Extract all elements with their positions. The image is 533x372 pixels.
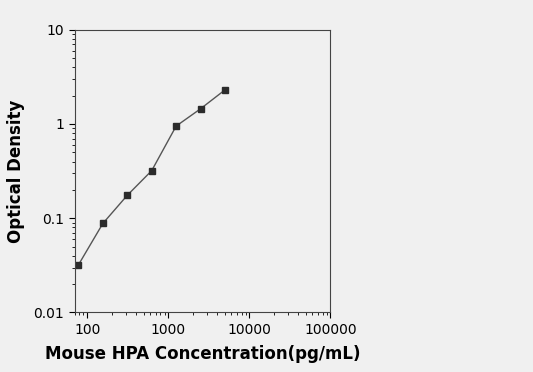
Y-axis label: Optical Density: Optical Density bbox=[7, 99, 25, 243]
X-axis label: Mouse HPA Concentration(pg/mL): Mouse HPA Concentration(pg/mL) bbox=[45, 345, 360, 363]
